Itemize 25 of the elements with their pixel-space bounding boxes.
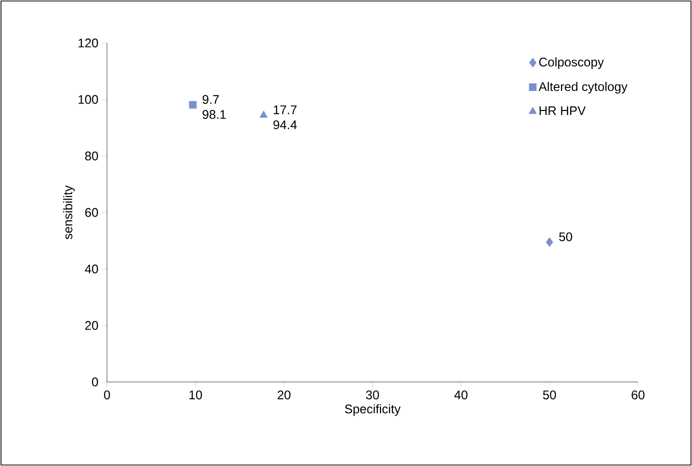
data-label: 9.7 98.1 <box>202 95 226 119</box>
point <box>189 101 197 109</box>
data-label: 50 <box>559 232 572 242</box>
x-tick-label: 40 <box>454 390 468 400</box>
y-tick-label: 20 <box>85 321 98 330</box>
x-tick-label: 0 <box>104 390 110 400</box>
legend-label: Colposcopy <box>539 57 604 69</box>
x-tick-label: 20 <box>278 390 290 400</box>
y-axis-title: sensibility <box>63 185 75 240</box>
y-tick-label: 120 <box>78 38 98 48</box>
y-tick-label: 40 <box>84 264 98 274</box>
x-axis-title: Specificity <box>344 404 401 416</box>
x-tick-label: 30 <box>366 390 379 400</box>
x-tick-label: 50 <box>543 390 556 400</box>
y-tick-label: 80 <box>85 152 98 160</box>
point <box>546 237 554 247</box>
x-tick-label: 60 <box>632 390 644 400</box>
legend-label: HR HPV <box>540 106 586 116</box>
y-tick-label: 100 <box>78 95 98 104</box>
point <box>260 110 268 118</box>
y-tick-label: 60 <box>85 208 98 217</box>
x-tick-label: 10 <box>190 390 202 400</box>
data-label: 17.7 94.4 <box>273 106 297 130</box>
y-tick-label: 0 <box>92 378 98 386</box>
legend-label: Altered cytology <box>538 82 628 94</box>
